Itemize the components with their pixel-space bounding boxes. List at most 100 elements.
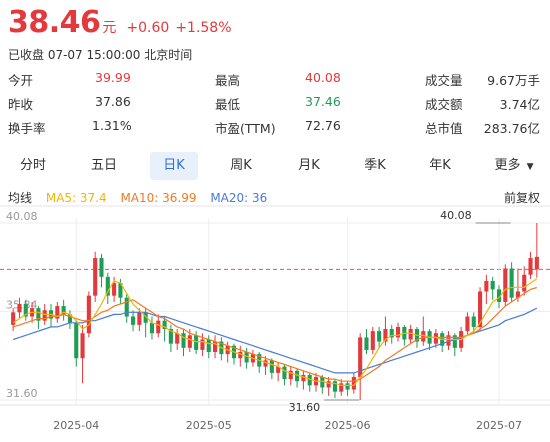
candle-body (503, 268, 508, 302)
tab-more[interactable]: 更多 ▼ (486, 152, 542, 180)
candle-body (522, 274, 527, 292)
candle-body (295, 370, 300, 382)
candle-body (112, 283, 117, 296)
candle-body (67, 314, 72, 323)
candle-body (433, 333, 438, 344)
price-change-percent: +1.58% (175, 20, 232, 36)
y-tick-label: 40.08 (6, 210, 38, 223)
ma10-line (13, 286, 537, 382)
candle-body (301, 374, 306, 382)
candle-body (238, 351, 243, 359)
candle-body (496, 289, 502, 302)
candle-body (326, 381, 331, 388)
candle-body (339, 383, 344, 392)
annotation-label: 40.08 (440, 209, 472, 222)
candle-body (99, 258, 104, 277)
candle-body (383, 329, 388, 342)
candle-body (446, 335, 451, 346)
candle-body (17, 303, 22, 313)
candle-body (528, 258, 533, 275)
ma10-value: MA10: 36.99 (120, 191, 197, 205)
tab-weekly-k[interactable]: 周K (230, 158, 252, 173)
ma-legend-title: 均线 (8, 191, 33, 205)
candle-body (282, 366, 287, 380)
tab-monthly-k[interactable]: 月K (298, 158, 320, 173)
candle-body (23, 303, 28, 317)
candle-body (515, 291, 520, 298)
candle-body (490, 281, 495, 290)
candle-body (156, 320, 161, 334)
candle-body (452, 335, 457, 348)
stat-label: 最高 (215, 73, 241, 88)
stat-label: 昨收 (8, 97, 34, 112)
candle-body (421, 331, 426, 342)
candle-body (358, 337, 363, 378)
candle-body (263, 360, 268, 367)
tab-yearly-k[interactable]: 年K (429, 158, 451, 173)
quote-header: 38.46 元 +0.60 +1.58% (8, 5, 232, 41)
candle-body (471, 316, 476, 327)
candle-body (370, 331, 375, 350)
candle-body (36, 308, 41, 321)
stat-label: 市盈(TTM) (215, 121, 276, 136)
candle-body (55, 306, 60, 319)
candle-body (276, 366, 281, 373)
candle-body (213, 341, 218, 352)
candle-body (137, 312, 142, 325)
candle-body (42, 310, 47, 321)
candle-body (364, 337, 369, 350)
stat-label: 总市值 (425, 121, 463, 136)
candle-body (345, 383, 350, 390)
tab-five-day[interactable]: 五日 (90, 158, 117, 173)
candle-body (484, 281, 489, 292)
y-tick-label: 35.84 (6, 299, 38, 312)
period-tabs: 分时 五日 日K 周K 月K 季K 年K 更多 ▼ (0, 152, 550, 180)
candle-body (118, 283, 123, 298)
candle-body (395, 326, 401, 338)
stat-value: 72.76 (305, 118, 341, 133)
tab-intraday[interactable]: 分时 (19, 158, 46, 173)
candle-body (377, 331, 382, 342)
candle-body (187, 335, 192, 348)
candle-body (124, 297, 129, 317)
candle-body (149, 322, 155, 334)
ma5-line (12, 278, 538, 386)
adjust-mode-button[interactable]: 前复权 (503, 191, 540, 205)
candle-body (509, 268, 514, 298)
market-status: 已收盘 07-07 15:00:00 北京时间 (8, 48, 193, 62)
kline-chart[interactable]: 40.08 35.84 31.60 2025-04 2025-05 2025-06 2025… (0, 205, 550, 442)
candle-body (194, 335, 199, 350)
candle-body (74, 322, 79, 359)
candle-body (61, 306, 66, 315)
stat-value: 1.31% (92, 118, 132, 133)
candle-body (332, 381, 337, 392)
candle-body (143, 312, 148, 323)
candle-body (351, 377, 356, 390)
tab-quarterly-k[interactable]: 季K (364, 158, 386, 173)
price-unit: 元 (102, 20, 117, 36)
candle-body (130, 316, 136, 325)
candle-body (80, 333, 85, 359)
candle-body (408, 329, 413, 340)
price-change: +0.60 (126, 20, 170, 36)
candle-body (181, 333, 186, 348)
stat-value: 283.76亿 (483, 121, 540, 136)
stats-row: 昨收 37.86 最低 37.46 成交额 3.74亿 (0, 94, 550, 112)
tab-more-label: 更多 (494, 158, 521, 173)
current-price: 38.46 (8, 5, 101, 40)
ma20-line (13, 307, 538, 374)
stat-value: 39.99 (95, 70, 131, 85)
stat-value: 37.86 (95, 94, 131, 109)
candle-body (320, 377, 325, 388)
candle-body (307, 374, 312, 386)
stat-value: 37.46 (305, 94, 341, 109)
x-tick-label: 2025-07 (476, 419, 522, 432)
stat-label: 成交量 (425, 73, 463, 88)
tab-daily-k[interactable]: 日K (150, 152, 198, 180)
stats-row: 今开 39.99 最高 40.08 成交量 9.67万手 (0, 70, 550, 88)
candle-body (175, 333, 180, 344)
candle-body (200, 339, 205, 350)
candle-body (269, 360, 274, 373)
stat-value: 3.74亿 (499, 97, 540, 112)
candle-body (168, 329, 173, 344)
